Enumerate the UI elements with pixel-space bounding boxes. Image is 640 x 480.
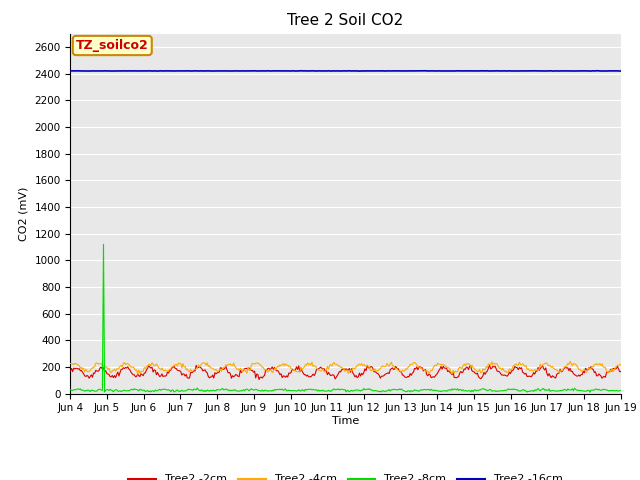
Y-axis label: CO2 (mV): CO2 (mV) <box>19 186 29 241</box>
Legend: Tree2 -2cm, Tree2 -4cm, Tree2 -8cm, Tree2 -16cm: Tree2 -2cm, Tree2 -4cm, Tree2 -8cm, Tree… <box>124 470 568 480</box>
X-axis label: Time: Time <box>332 416 359 426</box>
Text: TZ_soilco2: TZ_soilco2 <box>76 39 148 52</box>
Title: Tree 2 Soil CO2: Tree 2 Soil CO2 <box>287 13 404 28</box>
